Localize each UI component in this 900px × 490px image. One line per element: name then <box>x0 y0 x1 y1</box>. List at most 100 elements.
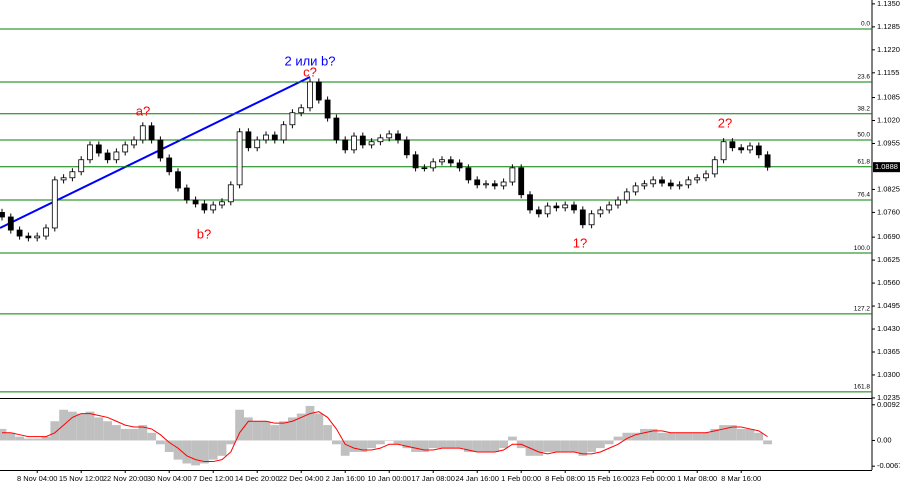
osc-bar <box>657 432 667 441</box>
osc-signal <box>2 411 768 463</box>
y-tick-label: 1.0235 <box>877 393 900 402</box>
osc-bar <box>613 436 623 441</box>
candle-body <box>483 183 489 186</box>
osc-bar <box>252 421 262 441</box>
candle-body <box>157 139 164 159</box>
candle-body <box>104 152 111 161</box>
candle-body <box>166 157 173 173</box>
y-tick-label: 1.1285 <box>877 22 900 31</box>
osc-bar <box>684 432 693 441</box>
candle-body <box>139 125 146 141</box>
osc-bar <box>622 432 632 441</box>
candle-body <box>685 179 692 186</box>
osc-bar <box>182 440 192 464</box>
candle-body <box>34 235 41 239</box>
osc-bar <box>508 436 517 441</box>
osc-bar <box>50 421 60 441</box>
candle-body <box>553 205 560 209</box>
x-tick-label: 22 Nov 20:00 <box>103 474 148 483</box>
candle-body <box>764 154 771 168</box>
price-tag-bg <box>873 162 900 173</box>
candle-body <box>16 229 23 237</box>
candle-body <box>386 133 393 139</box>
wave-label: 1? <box>573 235 587 250</box>
x-tick-label: 15 Nov 12:00 <box>59 474 104 483</box>
candle-body <box>78 159 85 173</box>
candle-body <box>430 161 437 169</box>
osc-bar <box>68 411 77 441</box>
x-tick-label: 8 Feb 08:00 <box>545 474 585 483</box>
candle-body <box>148 125 155 141</box>
x-tick-label: 24 Jan 16:00 <box>456 474 499 483</box>
candle-body <box>175 171 181 189</box>
y-tick-label: 1.1085 <box>877 93 900 102</box>
candle-body <box>403 139 410 156</box>
candle-body <box>7 216 14 231</box>
candle-body <box>527 194 533 211</box>
candle-body <box>694 177 701 181</box>
candle-body <box>324 99 331 119</box>
candle-body <box>667 182 674 187</box>
osc-bar <box>402 440 412 449</box>
osc-bar <box>296 413 306 441</box>
y-tick-label: 1.0560 <box>877 278 900 287</box>
candle-body <box>236 131 243 186</box>
candle-body <box>632 185 639 193</box>
candle-body <box>254 139 261 149</box>
osc-bar <box>437 440 447 449</box>
osc-bar <box>156 440 165 445</box>
candle-body <box>711 159 718 175</box>
osc-bar <box>0 428 7 441</box>
candle-body <box>289 112 296 126</box>
candle-body <box>615 199 621 206</box>
osc-bar <box>587 440 596 452</box>
candle-body <box>87 144 93 161</box>
osc-bar <box>543 440 552 452</box>
x-tick-label: 23 Feb 00:00 <box>631 474 675 483</box>
candle-body <box>703 173 709 179</box>
osc-tick-label: 0.00929 <box>877 400 900 409</box>
osc-bar <box>24 438 33 441</box>
osc-bar <box>323 425 332 441</box>
x-tick-label: 7 Dec 12:00 <box>193 474 233 483</box>
osc-bar <box>631 432 640 441</box>
x-tick-label: 30 Nov 04:00 <box>147 474 192 483</box>
osc-bar <box>675 432 684 441</box>
osc-bar <box>340 440 350 456</box>
candle-body <box>60 177 67 181</box>
osc-bar <box>384 440 394 441</box>
candle-body <box>562 204 569 209</box>
osc-bar <box>147 432 156 441</box>
osc-bar <box>455 440 464 449</box>
candle-body <box>307 81 313 109</box>
osc-bar <box>446 440 456 449</box>
osc-bar <box>358 440 368 452</box>
osc-bar <box>736 428 746 441</box>
osc-bar <box>305 405 315 441</box>
candle-body <box>474 179 481 186</box>
osc-bar <box>692 432 702 441</box>
candle-body <box>588 213 595 226</box>
x-tick-label: 1 Mar 08:00 <box>677 474 717 483</box>
candle-body <box>245 131 252 149</box>
candle-body <box>43 227 49 237</box>
y-tick-label: 1.1350 <box>877 0 900 8</box>
candle-body <box>421 167 428 170</box>
osc-bar <box>569 440 579 452</box>
candle-body <box>571 204 577 211</box>
osc-bar <box>481 440 491 452</box>
osc-bar <box>270 425 280 441</box>
osc-bar <box>235 409 244 441</box>
osc-bar <box>552 440 561 452</box>
trend-line <box>0 76 311 229</box>
y-tick-label: 1.1220 <box>877 45 900 54</box>
candle-body <box>439 159 445 163</box>
price-tag: 1.0888 <box>875 162 898 171</box>
x-tick-label: 1 Feb 00:00 <box>501 474 541 483</box>
candle-body <box>113 151 120 161</box>
osc-bar <box>15 436 24 441</box>
osc-bar <box>32 438 42 441</box>
osc-bar <box>120 428 130 441</box>
candle-body <box>0 211 5 218</box>
